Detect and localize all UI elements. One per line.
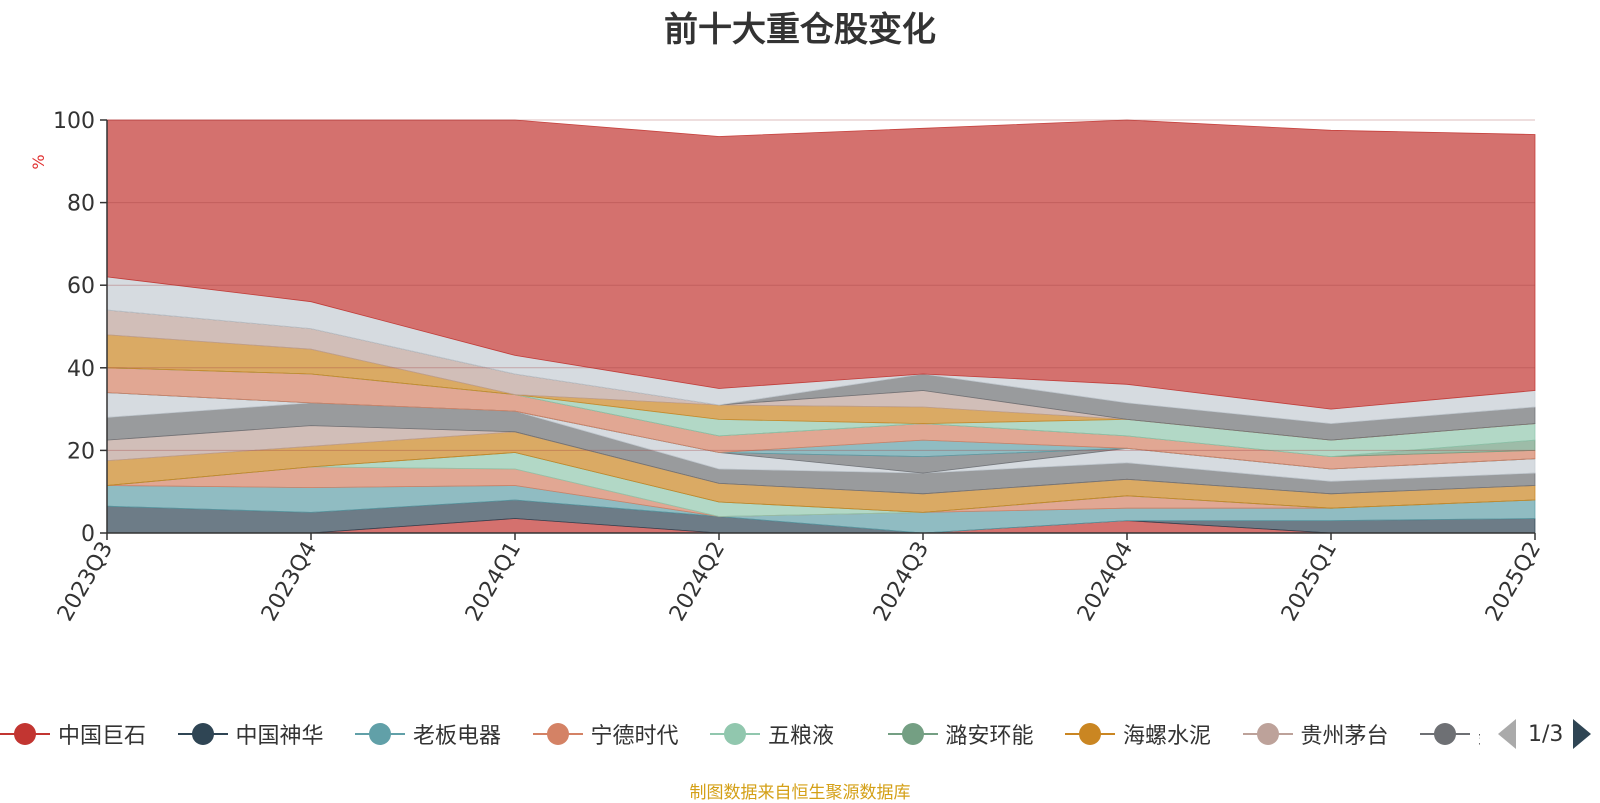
- x-tick-label: 2024Q1: [461, 538, 526, 626]
- legend-item[interactable]: 中国巨石: [0, 716, 146, 752]
- legend-marker-icon: [532, 716, 583, 752]
- legend: 中国巨石 中国神华 老板电器 宁德时代 五粮液 潞安环能 海螺水泥 贵州茅台 美的集团: [0, 716, 1480, 752]
- legend-marker-icon: [1065, 716, 1115, 752]
- legend-marker-icon: [0, 716, 50, 752]
- chart-title: 前十大重仓股变化: [664, 10, 936, 50]
- legend-marker-icon: [1420, 716, 1470, 752]
- area-series-20[interactable]: [106, 119, 1536, 410]
- y-tick-label: 20: [67, 439, 95, 464]
- legend-pager: 1/3: [1498, 716, 1592, 752]
- area-series-group: [106, 119, 1536, 534]
- x-tick-label: 2025Q1: [1277, 538, 1342, 626]
- legend-label: 中国神华: [235, 724, 324, 749]
- legend-prev-icon[interactable]: [1498, 719, 1516, 749]
- legend-label: 老板电器: [413, 724, 502, 749]
- legend-item[interactable]: 老板电器: [355, 716, 501, 752]
- y-axis-label: %: [29, 154, 48, 169]
- x-tick-label: 2023Q3: [53, 538, 118, 626]
- y-tick-label: 60: [67, 274, 95, 299]
- legend-marker-icon: [177, 716, 228, 752]
- legend-marker-icon: [710, 716, 760, 752]
- legend-next-icon[interactable]: [1573, 719, 1592, 749]
- y-tick-label: 80: [67, 192, 95, 217]
- source-note: 制图数据来自恒生聚源数据库: [689, 783, 911, 803]
- legend-item[interactable]: 中国神华: [177, 716, 324, 752]
- legend-item[interactable]: 宁德时代: [532, 716, 679, 752]
- y-tick-label: 40: [67, 357, 95, 382]
- x-tick-label: 2024Q3: [869, 538, 934, 626]
- legend-marker-icon: [1242, 716, 1293, 752]
- legend-label: 贵州茅台: [1300, 724, 1389, 749]
- legend-label: 海螺水泥: [1123, 724, 1212, 749]
- legend-page-indicator: 1/3: [1528, 721, 1564, 747]
- legend-label: 美的集团: [1478, 718, 1480, 750]
- legend-item[interactable]: 潞安环能: [887, 716, 1034, 752]
- legend-marker-icon: [355, 716, 405, 752]
- legend-marker-icon: [887, 716, 938, 752]
- x-tick-label: 2024Q2: [665, 538, 730, 626]
- legend-label: 潞安环能: [945, 724, 1034, 749]
- legend-label: 中国巨石: [58, 724, 147, 749]
- legend-item[interactable]: 贵州茅台: [1242, 716, 1389, 752]
- chart-plot: 0 20 40 60 80 100 2023Q3 2023Q4 2024Q1 2024Q2 2024…: [29, 109, 1546, 626]
- y-tick-label: 0: [81, 522, 95, 547]
- legend-item[interactable]: 五粮液: [710, 716, 834, 752]
- legend-label: 宁德时代: [590, 724, 679, 749]
- legend-label: 五粮液: [768, 724, 835, 749]
- x-tick-label: 2023Q4: [257, 538, 322, 626]
- x-tick-label: 2024Q4: [1073, 538, 1138, 626]
- y-tick-label: 100: [53, 109, 95, 134]
- legend-item[interactable]: 美的集团: [1420, 716, 1480, 752]
- legend-item[interactable]: 海螺水泥: [1065, 716, 1211, 752]
- x-tick-label: 2025Q2: [1481, 538, 1546, 626]
- gridlines: [107, 119, 1535, 451]
